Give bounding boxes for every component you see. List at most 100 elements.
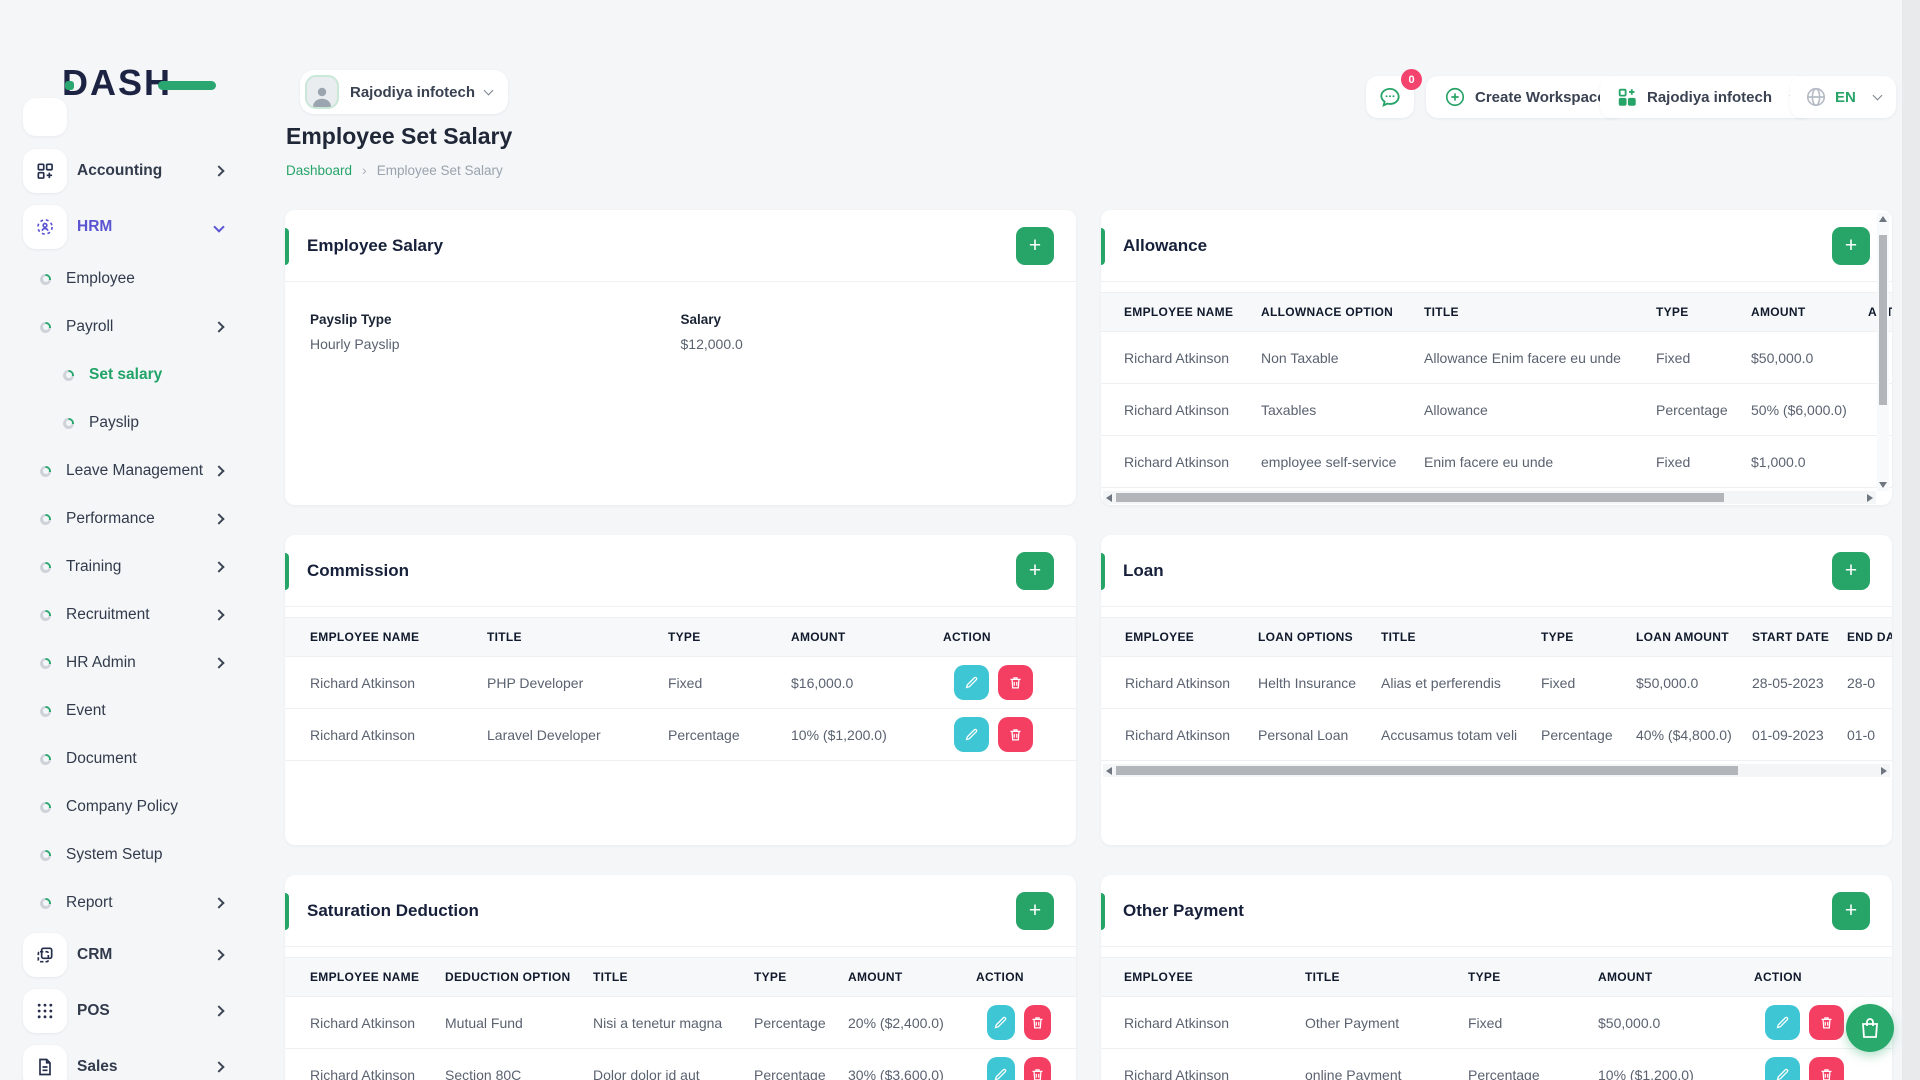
- scroll-right-icon[interactable]: [1881, 766, 1887, 775]
- sidebar-item-payroll[interactable]: Payroll: [0, 303, 285, 351]
- edit-button[interactable]: [987, 1005, 1015, 1040]
- sidebar-item-event[interactable]: Event: [0, 687, 285, 735]
- card-title: Employee Salary: [307, 235, 444, 255]
- table-cell: 28-0: [1847, 674, 1876, 691]
- horizontal-scrollbar[interactable]: [1103, 491, 1876, 504]
- horizontal-scrollbar[interactable]: [1103, 764, 1890, 777]
- add-loan-button[interactable]: +: [1832, 551, 1870, 590]
- delete-button[interactable]: [1023, 1057, 1051, 1080]
- edit-button[interactable]: [1765, 1057, 1800, 1080]
- field-value: $12,000.0: [680, 336, 743, 352]
- add-employee-salary-button[interactable]: +: [1016, 226, 1054, 265]
- bullet-icon: [40, 705, 51, 717]
- card-accent-bar: [1101, 553, 1105, 590]
- sidebar-item-accounting[interactable]: Accounting: [0, 143, 285, 199]
- sidebar-item-document[interactable]: Document: [0, 735, 285, 783]
- messages-button[interactable]: 0: [1366, 69, 1422, 118]
- sidebar-item-pos[interactable]: POS: [0, 983, 285, 1039]
- table-cell: 10% ($1,200.0): [791, 726, 887, 743]
- column-header-employee-name: EMPLOYEE NAME: [310, 630, 420, 644]
- sidebar-item-leave-management[interactable]: Leave Management: [0, 447, 285, 495]
- page-scrollbar[interactable]: [1902, 0, 1920, 1080]
- breadcrumb-separator-icon: ›: [362, 162, 367, 178]
- scroll-up-icon[interactable]: [1879, 216, 1887, 222]
- language-selector[interactable]: EN: [1790, 76, 1896, 118]
- column-header-title: TITLE: [593, 970, 628, 984]
- table-cell: PHP Developer: [487, 674, 584, 691]
- delete-button[interactable]: [998, 717, 1033, 752]
- chevron-right-icon: [213, 897, 225, 909]
- breadcrumb-dashboard-link[interactable]: Dashboard: [286, 162, 353, 178]
- add-saturation-deduction-button[interactable]: +: [1016, 891, 1054, 930]
- card-header: Employee Salary +: [285, 210, 1076, 282]
- column-header-amount: AMOUNT: [791, 630, 846, 644]
- table-cell: Richard Atkinson: [310, 1066, 416, 1080]
- edit-button[interactable]: [1765, 1005, 1800, 1040]
- create-workspace-button[interactable]: Create Workspace: [1426, 76, 1624, 118]
- add-other-payment-button[interactable]: +: [1832, 891, 1870, 930]
- table-cell: Richard Atkinson: [1124, 349, 1230, 366]
- bullet-icon: [40, 273, 51, 285]
- workspace-switcher[interactable]: Rajodiya infotech: [300, 70, 509, 114]
- bullet-icon: [40, 897, 51, 909]
- table-header-row: EMPLOYEE NAME ALLOWNACE OPTION TITLE TYPE AM…: [1101, 292, 1892, 332]
- scroll-left-icon[interactable]: [1106, 493, 1112, 502]
- scroll-left-icon[interactable]: [1106, 766, 1112, 775]
- sidebar-item-employee[interactable]: Employee: [0, 255, 285, 303]
- edit-button[interactable]: [987, 1057, 1015, 1080]
- card-title: Allowance: [1123, 235, 1208, 255]
- sidebar-item-hr-admin[interactable]: HR Admin: [0, 639, 285, 687]
- sidebar-item-set-salary[interactable]: Set salary: [0, 351, 285, 399]
- sidebar-item-sales[interactable]: Sales: [0, 1039, 285, 1080]
- bullet-icon: [40, 465, 51, 477]
- sidebar-item-label: Employee: [66, 270, 135, 287]
- sidebar-item-system-setup[interactable]: System Setup: [0, 831, 285, 879]
- column-header-allownace-option: ALLOWNACE OPTION: [1261, 305, 1394, 319]
- table-header-row: EMPLOYEE NAME TITLE TYPE AMOUNT ACTION: [285, 617, 1076, 657]
- delete-button[interactable]: [1809, 1057, 1844, 1080]
- table-row: Richard Atkinson Taxables Allowance Percent…: [1101, 384, 1892, 436]
- card-saturation-deduction: Saturation Deduction + EMPLOYEE NAME DEDU…: [285, 875, 1076, 1080]
- sidebar-item-performance[interactable]: Performance: [0, 495, 285, 543]
- delete-button[interactable]: [1809, 1005, 1844, 1040]
- table-cell: 40% ($4,800.0): [1636, 726, 1732, 743]
- scrollbar-thumb[interactable]: [1116, 493, 1724, 502]
- delete-button[interactable]: [1023, 1005, 1051, 1040]
- scroll-right-icon[interactable]: [1867, 493, 1873, 502]
- logo-text: DASH: [62, 62, 173, 103]
- sidebar-item-label: Company Policy: [66, 798, 178, 815]
- chevron-right-icon: [213, 321, 225, 333]
- sidebar-item-training[interactable]: Training: [0, 543, 285, 591]
- sidebar-item-label: CRM: [77, 946, 113, 963]
- bullet-icon: [40, 513, 51, 525]
- card-header: Other Payment +: [1101, 875, 1892, 947]
- column-header-loan-amount: LOAN AMOUNT: [1636, 630, 1729, 644]
- hrm-team-icon: [23, 205, 67, 249]
- table-row: Richard Atkinson employee self-service Eni…: [1101, 436, 1892, 488]
- chevron-right-icon: [213, 1005, 225, 1017]
- app-logo[interactable]: DASH: [62, 62, 216, 108]
- table-header-row: EMPLOYEE NAME DEDUCTION OPTION TITLE TYPE AM…: [285, 957, 1076, 997]
- table-cell: Laravel Developer: [487, 726, 601, 743]
- scroll-down-icon[interactable]: [1879, 482, 1887, 488]
- scrollbar-thumb[interactable]: [1116, 766, 1738, 775]
- add-allowance-button[interactable]: +: [1832, 226, 1870, 265]
- edit-button[interactable]: [954, 665, 989, 700]
- add-commission-button[interactable]: +: [1016, 551, 1054, 590]
- table-header-row: EMPLOYEE TITLE TYPE AMOUNT ACTION: [1101, 957, 1892, 997]
- sidebar-item-recruitment[interactable]: Recruitment: [0, 591, 285, 639]
- shop-floating-button[interactable]: [1846, 1004, 1894, 1052]
- workspace-menu[interactable]: Rajodiya infotech: [1600, 76, 1815, 118]
- sidebar-item-crm[interactable]: CRM: [0, 927, 285, 983]
- table-cell: Richard Atkinson: [310, 1014, 416, 1031]
- card-title: Saturation Deduction: [307, 900, 479, 920]
- edit-button[interactable]: [954, 717, 989, 752]
- sidebar-item-company-policy[interactable]: Company Policy: [0, 783, 285, 831]
- vertical-scrollbar[interactable]: [1877, 213, 1889, 491]
- scrollbar-thumb[interactable]: [1879, 235, 1887, 405]
- sidebar-item-hrm[interactable]: HRM: [0, 199, 285, 255]
- delete-button[interactable]: [998, 665, 1033, 700]
- sidebar-item-payslip[interactable]: Payslip: [0, 399, 285, 447]
- sidebar-item-report[interactable]: Report: [0, 879, 285, 927]
- workspace-grid-icon: [1616, 86, 1638, 108]
